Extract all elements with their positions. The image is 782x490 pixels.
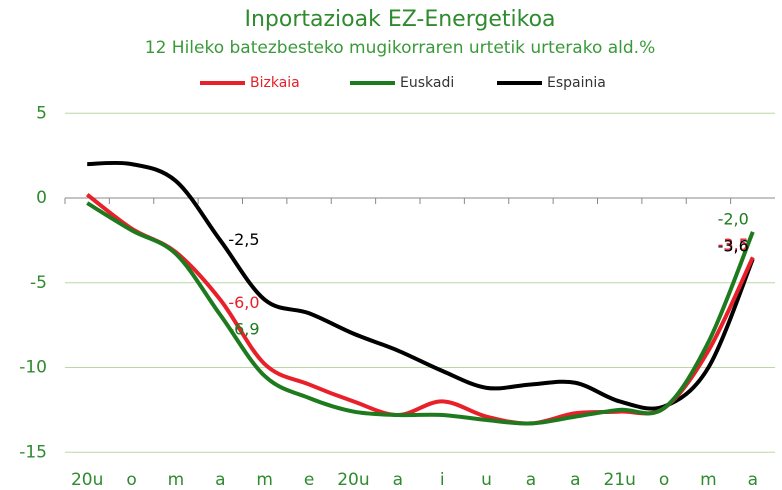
x-tick-label: m	[700, 470, 717, 490]
y-tick-label: -5	[30, 273, 47, 293]
data-label: -6,0	[228, 293, 259, 312]
x-tick-label: i	[440, 470, 445, 490]
chart-subtitle: 12 Hileko batezbesteko mugikorraren urte…	[145, 38, 656, 58]
chart-title: Inportazioak EZ-Energetikoa	[244, 7, 555, 32]
x-tick-label: e	[304, 470, 314, 490]
series-line	[85, 193, 755, 426]
y-tick-label: -10	[19, 358, 47, 378]
x-tick-label: 20u	[71, 470, 103, 490]
series-line	[87, 160, 755, 411]
series-line	[86, 201, 755, 426]
data-label: -6,9	[228, 319, 259, 338]
legend-label: Euskadi	[400, 75, 454, 91]
y-tick-label: -15	[19, 442, 47, 462]
x-tick-label: m	[256, 470, 273, 490]
x-tick-label: 20u	[337, 470, 369, 490]
data-label: -2,5	[228, 230, 259, 249]
y-tick-label: 5	[36, 103, 47, 123]
data-label: -3,6	[718, 237, 749, 256]
x-tick-label: o	[659, 470, 669, 490]
x-tick-label: a	[526, 470, 536, 490]
x-tick-label: m	[168, 470, 185, 490]
x-tick-label: u	[481, 470, 492, 490]
x-tick-label: o	[126, 470, 136, 490]
data-label: -3,5	[718, 235, 749, 254]
x-tick-label: 21u	[603, 470, 635, 490]
x-tick-label: a	[215, 470, 225, 490]
x-tick-label: a	[748, 470, 758, 490]
data-label: -2,0	[718, 209, 749, 228]
x-tick-label: a	[393, 470, 403, 490]
x-tick-label: a	[570, 470, 580, 490]
legend-label: Espainia	[547, 75, 606, 91]
legend-label: Bizkaia	[250, 75, 300, 91]
y-tick-label: 0	[36, 188, 47, 208]
